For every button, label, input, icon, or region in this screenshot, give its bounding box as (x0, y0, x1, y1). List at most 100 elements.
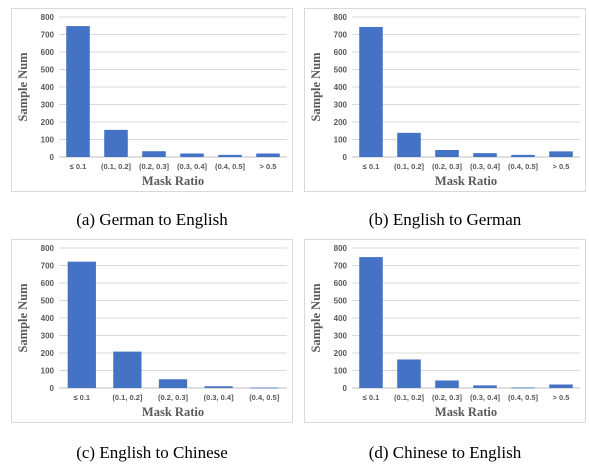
x-tick-label: ≤ 0.1 (73, 393, 90, 402)
x-axis-title: Mask Ratio (142, 174, 204, 188)
x-tick-label: > 0.5 (260, 162, 277, 171)
y-tick-label: 400 (334, 314, 348, 323)
x-tick-label: (0.2, 0.3] (432, 162, 463, 171)
x-axis-title: Mask Ratio (435, 174, 497, 188)
y-tick-label: 100 (41, 367, 55, 376)
x-tick-label: (0.1, 0.2] (101, 162, 132, 171)
bar (218, 154, 242, 157)
bar (180, 153, 204, 157)
bar (473, 153, 497, 157)
y-tick-label: 200 (41, 118, 55, 127)
x-tick-label: > 0.5 (553, 162, 570, 171)
y-tick-label: 0 (50, 153, 55, 162)
y-axis-title: Sample Num (309, 52, 323, 122)
bar (359, 257, 383, 388)
bar (549, 384, 573, 388)
bar-chart-a: 0 100 200 300 400 500 600 700 800 ≤ 0.1 (0.1, 0.2]… (16, 13, 287, 188)
bar (66, 26, 90, 157)
x-tick-label: (0.2, 0.3] (432, 393, 463, 402)
y-tick-label: 800 (334, 244, 348, 253)
x-tick-label: (0.4, 0.5] (215, 162, 246, 171)
y-tick-label: 500 (41, 297, 55, 306)
chart-frame: 0 100 200 300 400 500 600 700 800 ≤ 0.1 (0.1, 0.2]… (11, 8, 293, 192)
y-tick-label: 300 (41, 101, 55, 110)
x-tick-label: (0.2, 0.3] (158, 393, 189, 402)
y-axis-title: Sample Num (16, 52, 30, 122)
y-tick-label: 800 (41, 13, 55, 22)
bar (359, 26, 383, 157)
chart-frame: 0 100 200 300 400 500 600 700 800 ≤ 0.1 (0.1, 0.2]… (11, 239, 293, 423)
x-tick-label: > 0.5 (553, 393, 570, 402)
bar (473, 385, 497, 388)
x-tick-label: ≤ 0.1 (363, 162, 380, 171)
bar-chart-c: 0 100 200 300 400 500 600 700 800 ≤ 0.1 (0.1, 0.2]… (16, 244, 287, 419)
y-tick-label: 600 (41, 279, 55, 288)
chart-caption-a: (a) German to English (76, 210, 228, 229)
bar (158, 379, 188, 388)
bar (397, 132, 421, 157)
y-tick-label: 200 (41, 349, 55, 358)
x-tick-label: (0.4, 0.5] (249, 393, 280, 402)
chart-caption-d: (d) Chinese to English (368, 443, 522, 462)
y-tick-label: 600 (334, 48, 348, 57)
bar-chart-b: 0 100 200 300 400 500 600 700 800 ≤ 0.1 (0.1, 0.2]… (309, 13, 580, 188)
y-tick-label: 100 (41, 136, 55, 145)
bar (113, 351, 142, 388)
y-tick-label: 500 (334, 297, 348, 306)
y-tick-label: 400 (334, 83, 348, 92)
bar (104, 129, 128, 157)
x-tick-label: (0.4, 0.5] (508, 393, 539, 402)
y-tick-label: 500 (334, 66, 348, 75)
y-tick-label: 100 (334, 367, 348, 376)
x-axis-title: Mask Ratio (142, 405, 204, 419)
chart-frame: 0 100 200 300 400 500 600 700 800 ≤ 0.1 (0.1, 0.2]… (304, 8, 586, 192)
y-tick-label: 600 (334, 279, 348, 288)
x-tick-label: (0.3, 0.4] (177, 162, 208, 171)
y-tick-label: 100 (334, 136, 348, 145)
bar (435, 150, 459, 157)
x-tick-label: (0.1, 0.2] (394, 162, 425, 171)
x-tick-label: ≤ 0.1 (70, 162, 87, 171)
chart-caption-b: (b) English to German (368, 210, 522, 229)
x-tick-label: (0.3, 0.4] (470, 162, 501, 171)
chart-frame: 0 100 200 300 400 500 600 700 800 ≤ 0.1 (0.1, 0.2]… (304, 239, 586, 423)
x-tick-label: (0.2, 0.3] (139, 162, 170, 171)
y-tick-label: 200 (334, 349, 348, 358)
y-tick-label: 400 (41, 83, 55, 92)
bar (397, 359, 421, 388)
y-axis-title: Sample Num (309, 283, 323, 353)
y-tick-label: 300 (334, 101, 348, 110)
y-tick-label: 700 (334, 31, 348, 40)
bar (67, 261, 96, 388)
bar-chart-d: 0 100 200 300 400 500 600 700 800 ≤ 0.1 (0.1, 0.2]… (309, 244, 580, 419)
y-tick-label: 0 (343, 153, 348, 162)
bar (142, 151, 166, 157)
x-tick-label: ≤ 0.1 (363, 393, 380, 402)
bar (250, 387, 279, 389)
bar (435, 380, 459, 388)
y-tick-label: 400 (41, 314, 55, 323)
y-tick-label: 0 (343, 384, 348, 393)
y-tick-label: 600 (41, 48, 55, 57)
y-tick-label: 0 (50, 384, 55, 393)
y-tick-label: 300 (41, 332, 55, 341)
bar (511, 387, 535, 389)
bar (549, 151, 573, 157)
x-tick-label: (0.1, 0.2] (112, 393, 143, 402)
y-tick-label: 500 (41, 66, 55, 75)
y-axis-title: Sample Num (16, 283, 30, 353)
x-tick-label: (0.4, 0.5] (508, 162, 539, 171)
bar (256, 153, 280, 157)
y-tick-label: 300 (334, 332, 348, 341)
y-tick-label: 700 (41, 31, 55, 40)
y-tick-label: 800 (334, 13, 348, 22)
y-tick-label: 800 (41, 244, 55, 253)
x-tick-label: (0.3, 0.4] (204, 393, 235, 402)
chart-caption-c: (c) English to Chinese (76, 443, 228, 462)
x-tick-label: (0.3, 0.4] (470, 393, 501, 402)
x-axis-title: Mask Ratio (435, 405, 497, 419)
y-tick-label: 700 (334, 262, 348, 271)
x-tick-label: (0.1, 0.2] (394, 393, 425, 402)
bar (204, 386, 233, 388)
y-tick-label: 200 (334, 118, 348, 127)
